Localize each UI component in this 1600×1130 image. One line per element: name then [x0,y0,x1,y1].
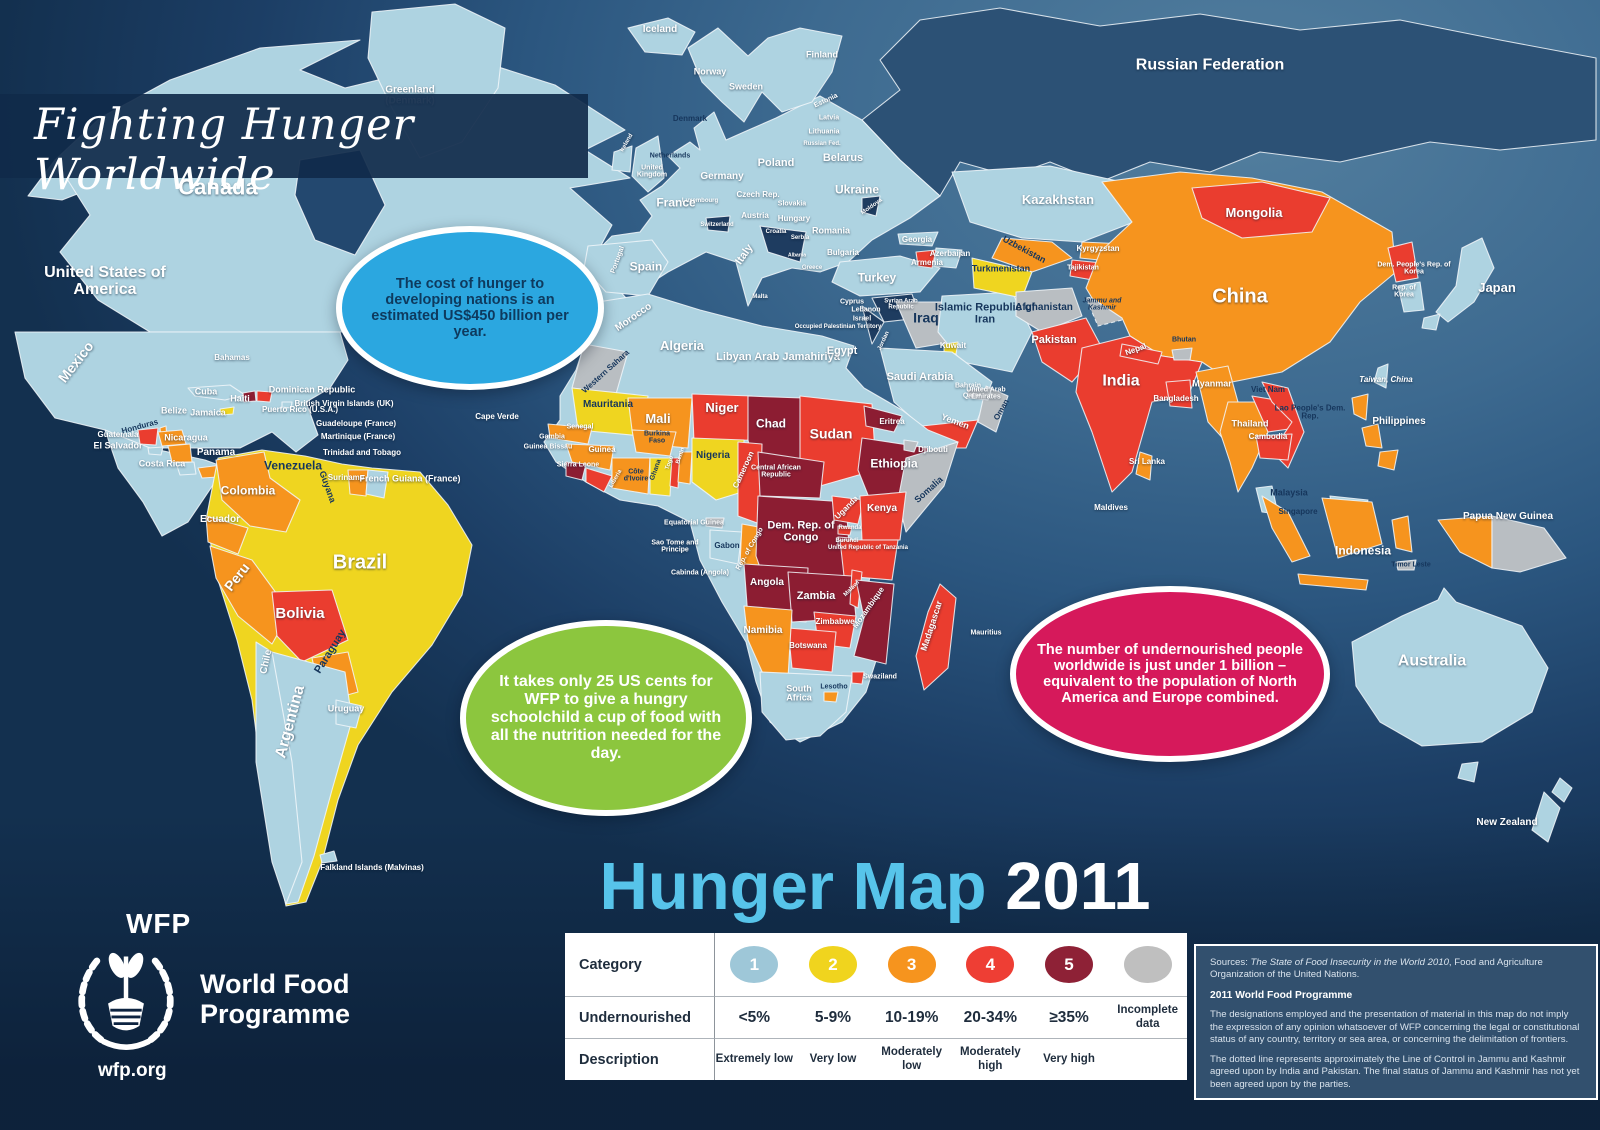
sources-line: Sources: The State of Food Insecurity in… [1210,957,1543,981]
legend-d-3: Moderately low [872,1038,951,1080]
legend-cat-2: 2 [794,933,873,996]
poster-title-main: Hunger Map [599,849,987,924]
sources-panel: Sources: The State of Food Insecurity in… [1194,944,1598,1100]
sources-heading: 2011 World Food Programme [1210,989,1353,1001]
callout-cents-bubble: It takes only 25 US cents for WFP to giv… [460,620,752,816]
legend-d-incomplete [1108,1038,1187,1080]
poster-title: Hunger Map 2011 [560,848,1190,925]
tagline-text: Fighting Hunger Worldwide [34,100,415,200]
legend-d-5: Very high [1029,1038,1109,1080]
legend-cat-4: 4 [951,933,1030,996]
legend-cat-1: 1 [715,933,794,996]
callout-undernourished-bubble: The number of undernourished people worl… [1010,586,1330,762]
region-europe [583,27,941,307]
legend-u-2: 5-9% [793,996,873,1038]
wfp-name: World Food Programme [200,968,351,1029]
region-caribbean-central-america [137,384,293,479]
region-africa [543,293,959,743]
legend-u-3: 10-19% [872,996,951,1038]
region-south-america [205,449,473,907]
callout-undernourished-text: The number of undernourished people worl… [1037,642,1303,706]
callout-cents-text: It takes only 25 US cents for WFP to giv… [490,673,722,762]
sources-para2: The dotted line represents approximately… [1210,1053,1580,1090]
legend-d-1: Extremely low [715,1038,794,1080]
legend-row-description: Description [565,1038,715,1080]
poster-title-year: 2011 [1005,849,1151,924]
tagline-banner [0,94,588,178]
legend-cat-incomplete [1108,933,1187,996]
legend-d-2: Very low [793,1038,873,1080]
wfp-url: wfp.org [98,1060,167,1081]
legend-cat-3: 3 [872,933,951,996]
callout-cost-text: The cost of hunger to developing nations… [371,276,569,340]
region-central-south-asia [951,165,1397,493]
legend-cat-5: 5 [1030,933,1109,996]
sources-para1: The designations employed and the presen… [1210,1009,1580,1046]
legend-u-5: ≥35% [1029,996,1109,1038]
region-oceania [1351,587,1573,843]
callout-cost-bubble: The cost of hunger to developing nations… [336,226,604,390]
legend-table: Category 1 2 3 4 5 Undernourished <5% 5-… [565,933,1187,1080]
legend-u-4: 20-34% [950,996,1030,1038]
legend-row-undernourished: Undernourished [565,996,715,1038]
legend-row-category: Category [565,933,715,996]
region-russia-asia-north [811,7,1597,197]
legend-d-4: Moderately high [950,1038,1030,1080]
legend-u-1: <5% [715,996,794,1038]
wfp-acronym: WFP [126,908,192,939]
wfp-brand-block: WFP World Food Programme wfp.org [70,908,490,1082]
legend-u-incomplete: Incomplete data [1108,996,1187,1038]
wfp-wreath-icon [78,952,174,1050]
region-east-southeast-asia [1195,237,1567,591]
